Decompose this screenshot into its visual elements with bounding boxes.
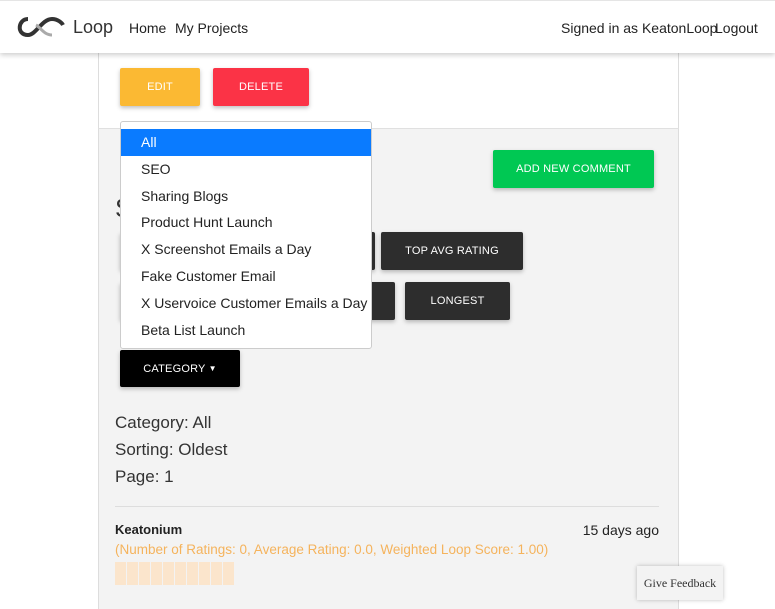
category-option-sharing-blogs[interactable]: Sharing Blogs xyxy=(141,187,229,204)
nav-my-projects[interactable]: My Projects xyxy=(175,20,249,36)
category-option-product-hunt[interactable]: Product Hunt Launch xyxy=(141,214,273,231)
category-option-beta-list[interactable]: Beta List Launch xyxy=(141,321,246,338)
rating-box-7[interactable] xyxy=(187,562,198,585)
signed-in-label: Signed in as KeatonLoop xyxy=(561,20,718,36)
rating-box-1[interactable] xyxy=(115,562,126,585)
nav-home[interactable]: Home xyxy=(129,20,167,36)
rating-box-3[interactable] xyxy=(139,562,150,585)
logout-link[interactable]: Logout xyxy=(715,20,758,36)
category-dropdown-menu: All SEO Sharing Blogs Product Hunt Launc… xyxy=(120,121,372,349)
page-status: Page: 1 xyxy=(115,467,174,486)
sorting-status: Sorting: Oldest xyxy=(115,440,228,459)
category-option-seo[interactable]: SEO xyxy=(141,160,171,177)
category-status: Category: All xyxy=(115,413,212,432)
rating-box-8[interactable] xyxy=(199,562,210,585)
rating-box-4[interactable] xyxy=(151,562,162,585)
category-option-fake-customer-email[interactable]: Fake Customer Email xyxy=(141,267,276,284)
category-label: CATEGORY xyxy=(143,362,206,375)
sort-longest-button[interactable]: LONGEST xyxy=(405,282,510,320)
rating-box-10[interactable] xyxy=(223,562,234,585)
category-option-screenshot-emails[interactable]: X Screenshot Emails a Day xyxy=(141,241,312,258)
category-option-all[interactable]: All xyxy=(121,129,371,156)
rating-box-6[interactable] xyxy=(175,562,186,585)
comment-author: Keatonium xyxy=(115,522,183,537)
edit-button[interactable]: EDIT xyxy=(120,68,200,106)
rating-boxes[interactable] xyxy=(115,562,234,585)
category-dropdown-button[interactable]: CATEGORY ▼ xyxy=(120,350,240,387)
add-comment-button[interactable]: ADD NEW COMMENT xyxy=(493,150,654,188)
rating-box-9[interactable] xyxy=(211,562,222,585)
caret-down-icon: ▼ xyxy=(208,364,217,373)
delete-button[interactable]: DELETE xyxy=(213,68,309,106)
give-feedback-button[interactable]: Give Feedback xyxy=(637,566,723,600)
brand-name[interactable]: Loop xyxy=(73,17,114,37)
rating-box-2[interactable] xyxy=(127,562,138,585)
infinity-logo-icon[interactable] xyxy=(14,15,66,39)
navbar: Loop Home My Projects Signed in as Keato… xyxy=(0,0,775,53)
comment-time: 15 days ago xyxy=(582,522,659,538)
category-option-uservoice-emails[interactable]: X Uservoice Customer Emails a Day xyxy=(141,294,368,311)
sort-top-avg-rating-button[interactable]: TOP AVG RATING xyxy=(381,232,523,270)
comment-score: (Number of Ratings: 0, Average Rating: 0… xyxy=(115,542,549,557)
rating-box-5[interactable] xyxy=(163,562,174,585)
divider xyxy=(115,506,659,507)
